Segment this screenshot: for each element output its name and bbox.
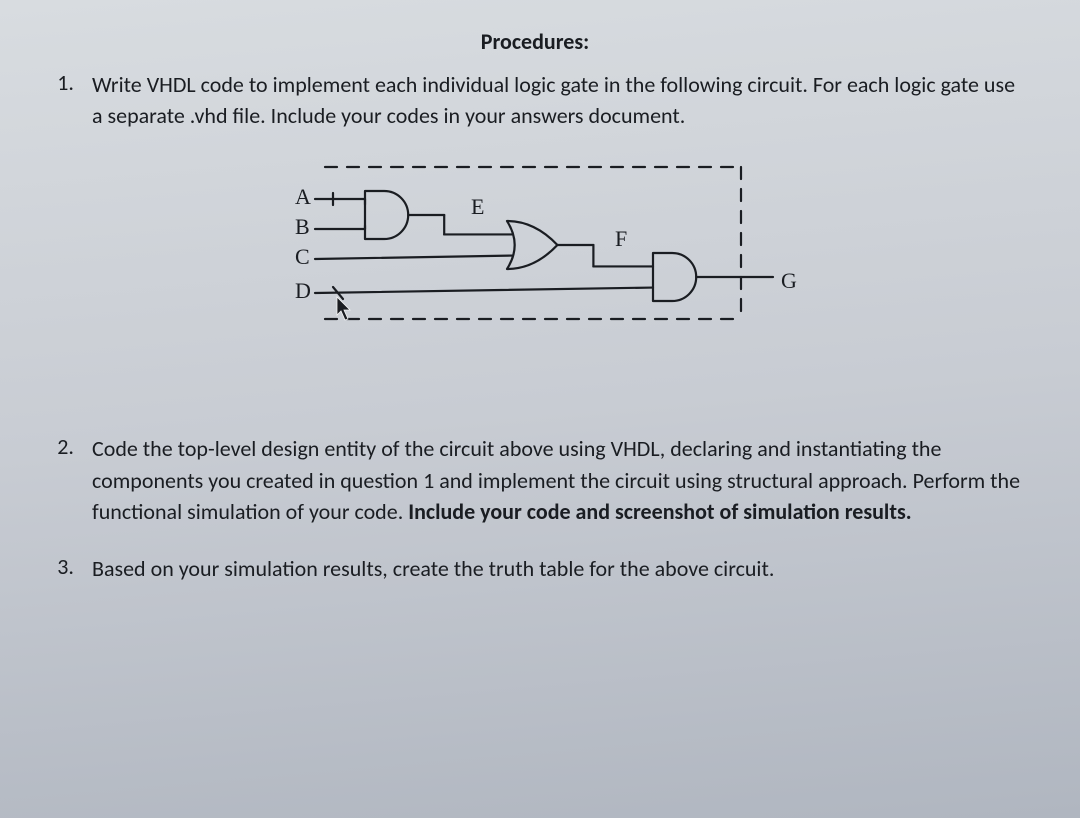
q3-number: 3. — [48, 553, 92, 584]
procedures-heading: Procedures: — [48, 28, 1022, 55]
svg-text:A: A — [295, 185, 311, 210]
svg-text:E: E — [471, 195, 484, 220]
q3-text: Based on your simulation results, create… — [92, 553, 774, 584]
logic-circuit-diagram: ABCD E F G — [255, 153, 815, 343]
svg-text:C: C — [295, 245, 310, 270]
question-2: 2. Code the top-level design entity of t… — [48, 433, 1022, 527]
question-3: 3. Based on your simulation results, cre… — [48, 553, 1022, 584]
q2-number: 2. — [48, 433, 92, 527]
svg-text:F: F — [615, 227, 627, 252]
svg-text:D: D — [295, 279, 311, 304]
svg-text:G: G — [781, 269, 797, 294]
q2-text-bold: Include your code and screenshot of simu… — [408, 498, 911, 525]
q1-number: 1. — [48, 69, 92, 131]
question-1: 1. Write VHDL code to implement each ind… — [48, 69, 1022, 131]
q1-text: Write VHDL code to implement each indivi… — [92, 69, 1022, 131]
q2-text: Code the top-level design entity of the … — [92, 433, 1022, 527]
svg-text:B: B — [295, 215, 310, 240]
cursor-icon — [337, 297, 350, 320]
circuit-diagram-container: ABCD E F G — [48, 153, 1022, 343]
